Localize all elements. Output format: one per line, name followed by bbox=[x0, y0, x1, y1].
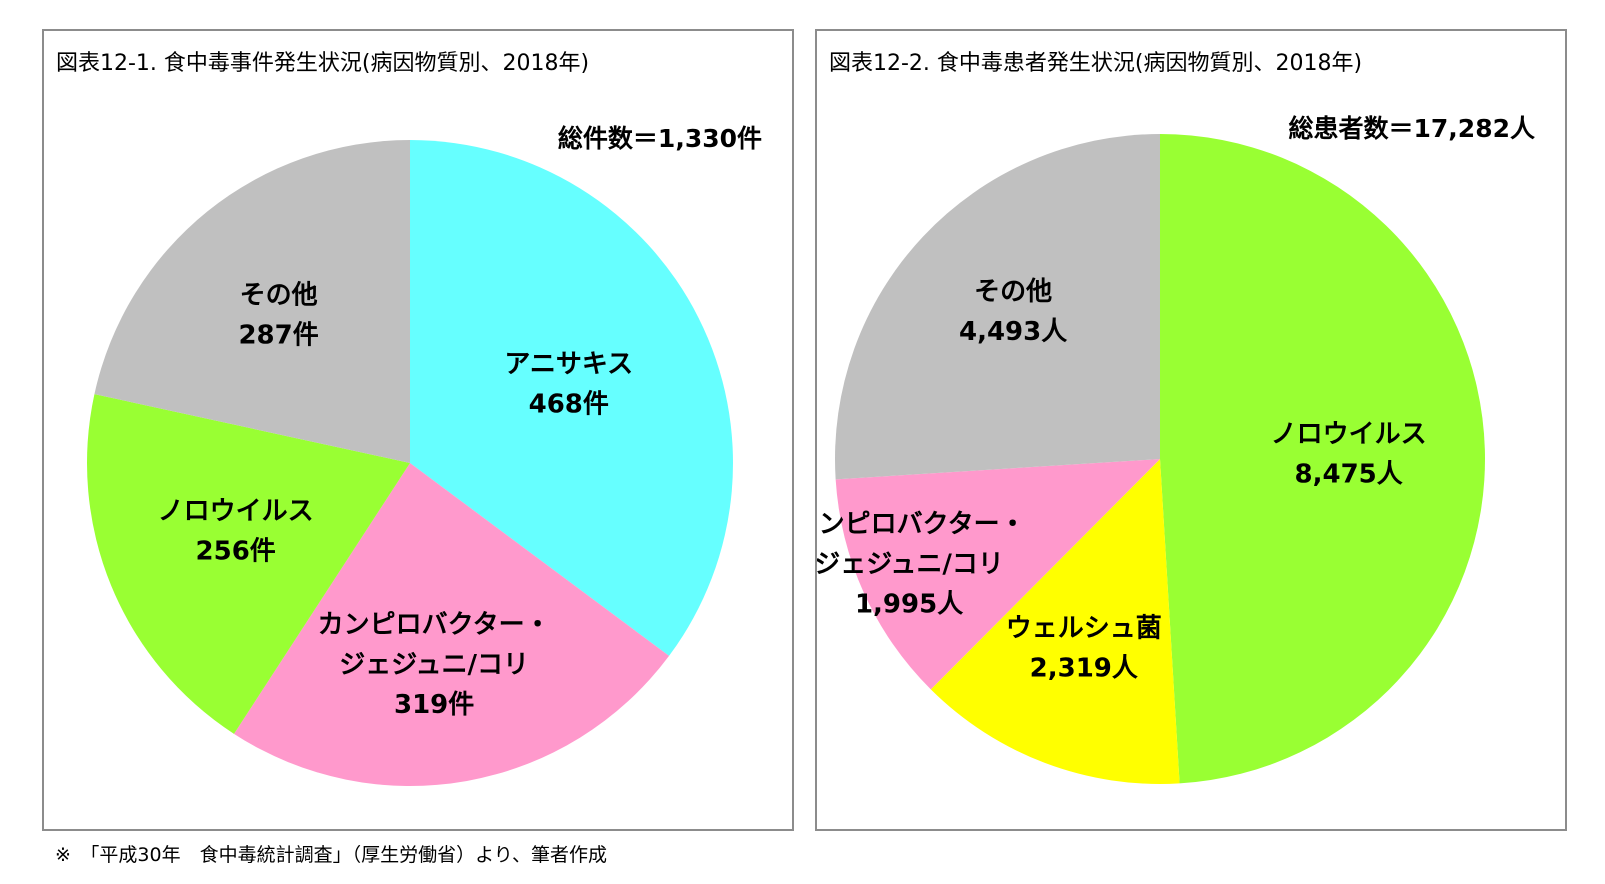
slice-value-label: 4,493人 bbox=[959, 317, 1067, 347]
slice-label: ウェルシュ菌 2,319人 bbox=[1006, 613, 1162, 683]
slice-label: その他 4,493人 bbox=[959, 277, 1067, 347]
slice-value-label: 287件 bbox=[238, 321, 318, 351]
pie-slice bbox=[835, 459, 1160, 690]
slice-value-label: 256件 bbox=[196, 536, 276, 566]
slice-value-label: 468件 bbox=[529, 389, 609, 419]
slice-name-label: その他 bbox=[974, 277, 1052, 307]
pie-slice bbox=[410, 140, 733, 656]
slice-value-label: 1,995人 bbox=[855, 590, 963, 620]
slice-name-label: カンピロバクター・ bbox=[817, 510, 1026, 540]
slice-name-label: その他 bbox=[240, 281, 318, 311]
slice-name-label: ノロウイルス bbox=[158, 496, 314, 526]
slice-name-label: ノロウイルス bbox=[1271, 420, 1427, 450]
slice-name-label: ジェジュニ/コリ bbox=[817, 550, 1004, 580]
pie-slice bbox=[233, 463, 670, 786]
chart-title: 図表12-1. 食中毒事件発生状況(病因物質別、2018年) bbox=[56, 51, 590, 76]
slice-value-label: 8,475人 bbox=[1295, 460, 1403, 490]
slice-name-label: アニサキス bbox=[504, 349, 633, 379]
pie-slice bbox=[930, 459, 1180, 784]
chart-panel-patients: 図表12-2. 食中毒患者発生状況(病因物質別、2018年) 総患者数＝17,2… bbox=[815, 29, 1567, 831]
slice-name-label: カンピロバクター・ bbox=[318, 610, 551, 640]
slice-name-label: ウェルシュ菌 bbox=[1006, 613, 1162, 643]
slice-label: カンピロバクター・ジェジュニ/コリ 1,995人 bbox=[817, 510, 1026, 620]
pie-slice bbox=[87, 394, 411, 734]
slice-label: カンピロバクター・ジェジュニ/コリ 319件 bbox=[318, 610, 551, 720]
slice-value-label: 2,319人 bbox=[1030, 653, 1138, 683]
slice-value-label: 319件 bbox=[394, 690, 474, 720]
pie-slice bbox=[94, 140, 410, 463]
total-label: 総件数＝1,330件 bbox=[557, 124, 762, 153]
slice-label: ノロウイルス 8,475人 bbox=[1271, 420, 1427, 490]
pie-slice bbox=[835, 134, 1160, 480]
pie-slice bbox=[1160, 134, 1485, 784]
slice-label: アニサキス 468件 bbox=[504, 349, 633, 419]
slice-label: その他 287件 bbox=[238, 281, 318, 351]
chart-title: 図表12-2. 食中毒患者発生状況(病因物質別、2018年) bbox=[829, 51, 1363, 76]
total-label: 総患者数＝17,282人 bbox=[1288, 114, 1535, 143]
slice-name-label: ジェジュニ/コリ bbox=[339, 650, 529, 680]
chart-panel-incidents: 図表12-1. 食中毒事件発生状況(病因物質別、2018年) 総件数＝1,330… bbox=[42, 29, 794, 831]
footnote: ※ 「平成30年 食中毒統計調査」（厚生労働省）より、筆者作成 bbox=[55, 844, 607, 866]
slice-label: ノロウイルス 256件 bbox=[158, 496, 314, 566]
